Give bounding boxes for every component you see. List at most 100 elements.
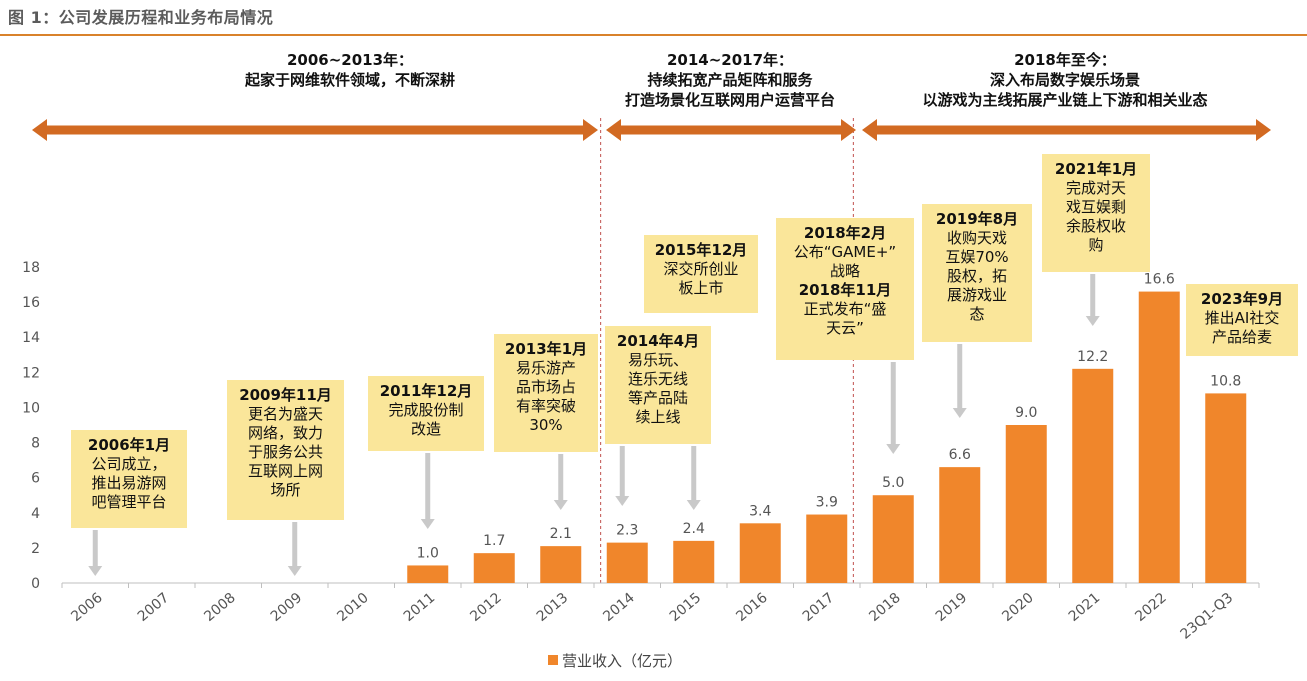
- y-tick-label: 14: [22, 330, 40, 346]
- x-tick-label: 2013: [534, 590, 572, 625]
- bar-2022: [1138, 291, 1180, 583]
- milestone-title: 2019年8月: [935, 210, 1019, 228]
- milestone-title: 2015年12月: [654, 241, 748, 259]
- x-tick-label: 23Q1-Q3: [1178, 590, 1237, 643]
- phase-1-arrow: [32, 119, 598, 141]
- phase-1-title: 2006~2013年：: [286, 51, 414, 69]
- value-label: 3.9: [816, 495, 838, 511]
- value-label: 1.7: [483, 533, 505, 549]
- y-tick-label: 12: [22, 365, 40, 381]
- value-label: 2.1: [550, 526, 572, 542]
- milestone-note-2006: 2006年1月 公司成立， 推出易游网 吧管理平台: [71, 430, 187, 528]
- x-tick-label: 2011: [401, 590, 439, 625]
- y-tick-label: 6: [31, 471, 40, 487]
- bar-2014: [606, 542, 648, 583]
- pointer-2009-head: [287, 566, 302, 576]
- y-tick-label: 4: [31, 506, 40, 522]
- milestone-note-2013: 2013年1月 易乐游产 品市场占 有率突破 30%: [494, 334, 598, 452]
- phase-3-desc-2: 以游戏为主线拓展产业链上下游和相关业态: [922, 91, 1208, 109]
- value-label: 1.0: [417, 545, 439, 561]
- bar-2017: [806, 514, 848, 583]
- pointer-2013-head: [553, 500, 568, 510]
- bar-23Q1-Q3: [1205, 393, 1247, 583]
- x-tick-label: 2009: [268, 590, 306, 625]
- pointer-2011-head: [420, 519, 435, 529]
- pointer-2021-head: [1085, 316, 1100, 326]
- milestone-body: 公司成立， 推出易游网 吧管理平台: [91, 455, 167, 511]
- value-label: 3.4: [749, 503, 771, 519]
- x-tick-label: 2019: [933, 590, 971, 625]
- figure-title: 图 1：公司发展历程和业务布局情况: [8, 8, 274, 27]
- milestone-note-2014: 2014年4月 易乐玩、 连乐无线 等产品陆 续上线: [605, 326, 711, 444]
- milestone-body: 易乐玩、 连乐无线 等产品陆 续上线: [627, 351, 688, 426]
- milestone-title: 2011年12月: [379, 382, 473, 400]
- legend-swatch: [548, 655, 558, 665]
- milestone-note-2015: 2015年12月 深交所创业 板上市: [644, 235, 758, 313]
- phase-1-desc-1: 起家于网维软件领域，不断深耕: [244, 71, 455, 89]
- value-label: 12.2: [1077, 349, 1108, 365]
- bar-2015: [673, 540, 715, 583]
- x-tick-label: 2022: [1132, 590, 1170, 625]
- y-tick-label: 10: [22, 400, 40, 416]
- milestone-title-2: 2018年11月: [798, 281, 892, 299]
- value-label: 2.3: [616, 523, 638, 539]
- milestone-body: 深交所创业 板上市: [663, 260, 739, 297]
- value-label: 5.0: [882, 475, 904, 491]
- y-tick-label: 0: [31, 576, 40, 592]
- value-label: 10.8: [1210, 373, 1241, 389]
- pointer-2015-head: [686, 500, 701, 510]
- phase-3: 2018年至今： 深入布局数字娱乐场景 以游戏为主线拓展产业链上下游和相关业态: [865, 50, 1265, 110]
- milestone-body: 完成对天 戏互娱剩 余股权收 购: [1065, 179, 1126, 254]
- y-tick-label: 16: [22, 295, 40, 311]
- x-tick-label: 2012: [467, 590, 505, 625]
- milestone-body-2: 正式发布“盛 天云”: [803, 300, 887, 337]
- legend-label: 营业收入（亿元）: [562, 652, 683, 670]
- x-tick-label: 2010: [334, 590, 372, 625]
- milestone-note-2021: 2021年1月 完成对天 戏互娱剩 余股权收 购: [1042, 154, 1150, 272]
- bar-2018: [872, 495, 914, 583]
- x-tick-label: 2020: [999, 590, 1037, 625]
- milestone-note-2009: 2009年11月 更名为盛天 网络，致力 于服务公共 互联网上网 场所: [227, 380, 344, 520]
- milestone-body: 推出AI社交 产品给麦: [1204, 309, 1280, 346]
- phase-3-arrow: [862, 119, 1271, 141]
- value-label: 9.0: [1015, 405, 1037, 421]
- bar-2013: [540, 546, 582, 583]
- pointer-2019-head: [952, 408, 967, 418]
- pointer-2018-head: [886, 444, 901, 454]
- milestone-title: 2023年9月: [1200, 290, 1284, 308]
- milestone-title: 2021年1月: [1054, 160, 1138, 178]
- milestone-title: 2006年1月: [87, 436, 171, 454]
- milestone-title: 2018年2月: [803, 224, 887, 242]
- x-tick-label: 2007: [135, 590, 173, 625]
- y-tick-label: 8: [31, 436, 40, 452]
- title-rule: [0, 34, 1307, 36]
- milestone-body: 完成股份制 改造: [388, 401, 464, 438]
- milestone-title: 2014年4月: [616, 332, 700, 350]
- milestone-title: 2009年11月: [239, 386, 332, 404]
- value-label: 6.6: [949, 447, 971, 463]
- legend: 营业收入（亿元）: [548, 650, 682, 671]
- bar-2020: [1005, 425, 1047, 583]
- x-tick-label: 2017: [800, 590, 838, 625]
- milestone-body: 易乐游产 品市场占 有率突破 30%: [515, 359, 576, 434]
- x-tick-label: 2021: [1066, 590, 1104, 625]
- milestone-body: 更名为盛天 网络，致力 于服务公共 互联网上网 场所: [247, 405, 323, 499]
- phase-3-title: 2018年至今：: [1014, 51, 1116, 69]
- phase-2-arrow: [606, 119, 856, 141]
- pointer-2014-head: [615, 496, 630, 506]
- bar-2019: [939, 467, 981, 583]
- milestone-note-2023: 2023年9月 推出AI社交 产品给麦: [1186, 284, 1298, 356]
- x-tick-label: 2018: [866, 590, 904, 625]
- phase-2: 2014~2017年： 持续拓宽产品矩阵和服务 打造场景化互联网用户运营平台: [570, 50, 890, 110]
- value-label: 16.6: [1144, 272, 1175, 288]
- milestone-note-2011: 2011年12月 完成股份制 改造: [368, 376, 484, 451]
- y-tick-label: 18: [22, 260, 40, 276]
- phase-2-desc-2: 打造场景化互联网用户运营平台: [624, 91, 835, 109]
- x-tick-label: 2008: [201, 590, 239, 625]
- milestone-note-2019: 2019年8月 收购天戏 互娱70% 股权，拓 展游戏业 态: [922, 204, 1032, 342]
- phase-3-desc-1: 深入布局数字娱乐场景: [989, 71, 1140, 89]
- bar-2021: [1072, 368, 1114, 583]
- milestone-body: 收购天戏 互娱70% 股权，拓 展游戏业 态: [945, 229, 1009, 323]
- milestone-body: 公布“GAME+” 战略: [793, 243, 897, 280]
- bar-2016: [739, 523, 781, 583]
